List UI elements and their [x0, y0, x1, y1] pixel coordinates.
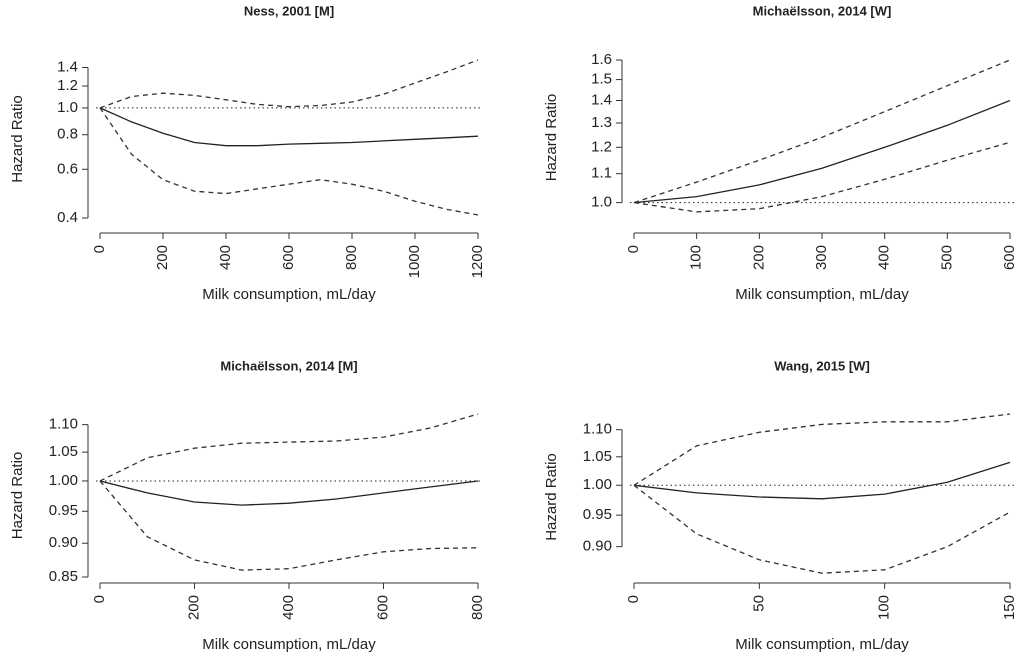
- y-tick-label: 1.00: [583, 476, 612, 493]
- panel-title: Michaëlsson, 2014 [M]: [220, 358, 357, 373]
- x-tick-label: 200: [154, 245, 171, 270]
- x-axis-label: Milk consumption, mL/day: [202, 286, 376, 303]
- x-tick-label: 800: [469, 595, 486, 620]
- panel-title: Ness, 2001 [M]: [244, 3, 334, 18]
- curve: [99, 107, 479, 147]
- x-tick-label: 0: [625, 595, 642, 603]
- curve: [633, 484, 1011, 574]
- y-tick-label: 0.8: [57, 126, 78, 143]
- x-tick-label: 200: [185, 595, 202, 620]
- y-tick-label: 1.2: [57, 77, 78, 94]
- x-tick-label: 0: [91, 595, 108, 603]
- x-tick-label: 100: [688, 245, 705, 270]
- x-tick-label: 50: [750, 595, 767, 612]
- y-tick-label: 1.4: [57, 58, 78, 75]
- curve: [99, 480, 479, 571]
- x-tick-label: 400: [217, 245, 234, 270]
- x-tick-label: 600: [374, 595, 391, 620]
- curve: [99, 59, 479, 109]
- x-axis-label: Milk consumption, mL/day: [202, 636, 376, 653]
- y-tick-label: 1.10: [583, 421, 612, 438]
- x-tick-label: 150: [1001, 595, 1018, 620]
- y-tick-label: 1.10: [49, 416, 78, 433]
- y-tick-label: 1.05: [49, 443, 78, 460]
- y-tick-label: 1.00: [49, 472, 78, 489]
- y-tick-label: 0.4: [57, 209, 78, 226]
- y-tick-label: 1.5: [591, 71, 612, 88]
- y-tick-label: 1.3: [591, 114, 612, 131]
- x-tick-label: 300: [813, 245, 830, 270]
- y-tick-label: 1.0: [57, 99, 78, 116]
- y-tick-label: 1.6: [591, 51, 612, 68]
- y-axis-label: Hazard Ratio: [9, 452, 26, 540]
- x-tick-label: 600: [1001, 245, 1018, 270]
- panel-title: Wang, 2015 [W]: [774, 358, 870, 373]
- x-tick-label: 200: [750, 245, 767, 270]
- x-tick-label: 100: [876, 595, 893, 620]
- x-axis-label: Milk consumption, mL/day: [735, 286, 909, 303]
- y-tick-label: 1.1: [591, 165, 612, 182]
- x-tick-label: 0: [625, 245, 642, 253]
- y-axis-label: Hazard Ratio: [543, 453, 560, 541]
- curve: [633, 141, 1011, 213]
- curve: [99, 480, 479, 506]
- panel-title: Michaëlsson, 2014 [W]: [753, 3, 892, 18]
- x-axis-label: Milk consumption, mL/day: [735, 636, 909, 653]
- y-axis-label: Hazard Ratio: [543, 94, 560, 182]
- curve: [633, 413, 1011, 486]
- y-tick-label: 1.4: [591, 91, 612, 108]
- curve: [633, 59, 1011, 204]
- y-tick-label: 0.6: [57, 160, 78, 177]
- x-tick-label: 500: [938, 245, 955, 270]
- y-tick-label: 0.90: [583, 538, 612, 555]
- x-tick-label: 1200: [469, 245, 486, 278]
- y-tick-label: 0.90: [49, 534, 78, 551]
- curve: [99, 107, 479, 216]
- y-tick-label: 0.95: [49, 502, 78, 519]
- x-tick-label: 600: [280, 245, 297, 270]
- x-tick-label: 1000: [406, 245, 423, 278]
- curve: [633, 99, 1011, 204]
- x-tick-label: 800: [343, 245, 360, 270]
- y-tick-label: 1.0: [591, 194, 612, 211]
- y-tick-label: 0.95: [583, 506, 612, 523]
- y-tick-label: 1.2: [591, 138, 612, 155]
- y-tick-label: 1.05: [583, 448, 612, 465]
- curve: [99, 413, 479, 482]
- x-tick-label: 0: [91, 245, 108, 253]
- curve: [633, 461, 1011, 500]
- x-tick-label: 400: [876, 245, 893, 270]
- y-axis-label: Hazard Ratio: [9, 95, 26, 183]
- x-tick-label: 400: [280, 595, 297, 620]
- y-tick-label: 0.85: [49, 568, 78, 585]
